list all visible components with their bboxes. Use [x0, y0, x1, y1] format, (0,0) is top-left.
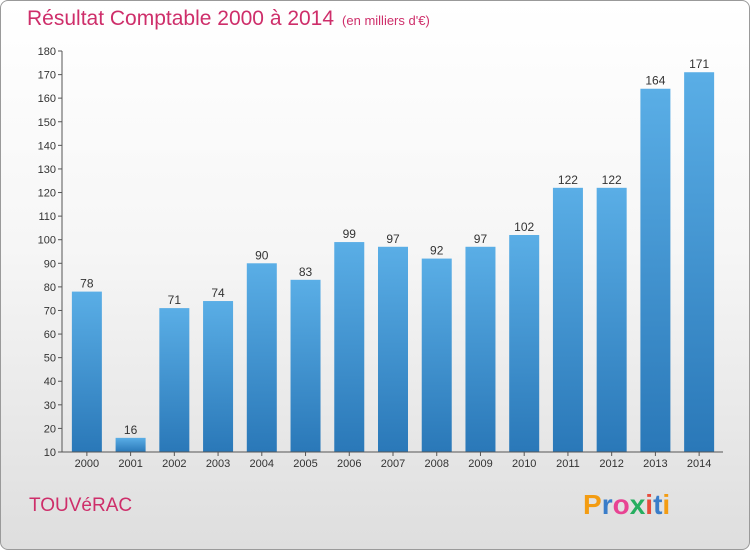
bar-value-label: 97 [386, 232, 400, 246]
bar-value-label: 78 [80, 277, 94, 291]
x-tick-label: 2010 [512, 458, 536, 470]
x-tick-label: 2012 [599, 458, 623, 470]
y-tick-label: 20 [44, 423, 56, 435]
x-tick-label: 2014 [687, 458, 711, 470]
y-tick-label: 40 [44, 376, 56, 388]
y-tick-label: 60 [44, 329, 56, 341]
x-tick-label: 2007 [381, 458, 405, 470]
bar-2007 [378, 246, 408, 452]
x-tick-label: 2001 [118, 458, 142, 470]
x-axis: 2000 2001 2002 2003 2004 2005 2006 2007 2008 2009… [62, 451, 723, 470]
bar-2004 [246, 263, 277, 452]
bar-value-label: 83 [299, 265, 313, 279]
proxiti-logo: Proxiti [583, 489, 670, 521]
y-tick-label: 110 [38, 211, 56, 223]
logo-letter: P [583, 489, 602, 520]
chart-title-text: Résultat Comptable 2000 à 2014 [27, 7, 335, 30]
y-tick-label: 50 [44, 353, 56, 365]
logo-letter: r [601, 489, 613, 520]
bar-2002 [159, 308, 190, 452]
logo-letter: o [612, 489, 630, 520]
chart-subtitle: (en milliers d'€) [342, 13, 430, 28]
bar-value-label: 122 [558, 173, 578, 187]
x-tick-label: 2004 [250, 458, 274, 470]
x-tick-label: 2006 [337, 458, 361, 470]
location-label: TOUVéRAC [29, 495, 133, 516]
bar-2008 [421, 258, 452, 452]
bar-value-label: 164 [645, 74, 665, 88]
y-tick-label: 150 [38, 117, 56, 129]
y-tick-label: 170 [38, 70, 56, 82]
bar-value-label: 99 [343, 227, 357, 241]
bar-value-label: 97 [474, 232, 488, 246]
y-axis: 10 20 30 40 50 60 70 80 90 100 110 120 130 140 150 160 1… [38, 46, 63, 459]
bar-2012 [596, 187, 627, 452]
y-tick-label: 120 [38, 188, 56, 200]
bars: 78 16 71 74 90 83 99 97 92 97 102 122 122 164 171 [71, 57, 715, 453]
bar-value-label: 71 [168, 293, 182, 307]
x-tick-label: 2000 [75, 458, 99, 470]
y-tick-label: 160 [38, 93, 56, 105]
x-tick-label: 2003 [206, 458, 230, 470]
logo-letter: x [629, 489, 646, 520]
bar-2003 [203, 301, 234, 452]
x-tick-label: 2002 [162, 458, 186, 470]
y-tick-label: 30 [44, 400, 56, 412]
x-tick-label: 2005 [293, 458, 317, 470]
bar-2006 [334, 242, 365, 452]
logo-letter: i [645, 489, 654, 520]
bar-2000 [71, 291, 102, 452]
x-tick-label: 2011 [556, 458, 580, 470]
bar-2001 [115, 437, 146, 452]
y-tick-label: 10 [44, 447, 56, 459]
bar-value-label: 102 [514, 220, 534, 234]
bar-2005 [290, 279, 321, 452]
bar-2013 [640, 88, 671, 452]
bar-value-label: 74 [211, 286, 225, 300]
bar-value-label: 16 [124, 423, 138, 437]
bar-value-label: 90 [255, 248, 269, 262]
bar-value-label: 122 [602, 173, 622, 187]
y-tick-label: 140 [38, 140, 56, 152]
bar-value-label: 92 [430, 244, 444, 258]
bar-2009 [465, 246, 496, 452]
y-tick-label: 80 [44, 282, 56, 294]
x-tick-label: 2013 [643, 458, 667, 470]
bar-value-label: 171 [689, 57, 709, 71]
bar-2010 [509, 234, 540, 452]
y-tick-label: 70 [44, 305, 56, 317]
x-tick-label: 2009 [468, 458, 492, 470]
logo-letter: t [653, 489, 663, 520]
bar-2011 [552, 187, 583, 452]
chart-title: Résultat Comptable 2000 à 2014 (en millie… [27, 7, 430, 31]
logo-letter: i [662, 489, 671, 520]
x-tick-label: 2008 [424, 458, 448, 470]
bar-2014 [684, 72, 715, 453]
y-tick-label: 90 [44, 258, 56, 270]
y-tick-label: 100 [38, 235, 56, 247]
y-tick-label: 180 [38, 46, 56, 58]
y-tick-label: 130 [38, 164, 56, 176]
